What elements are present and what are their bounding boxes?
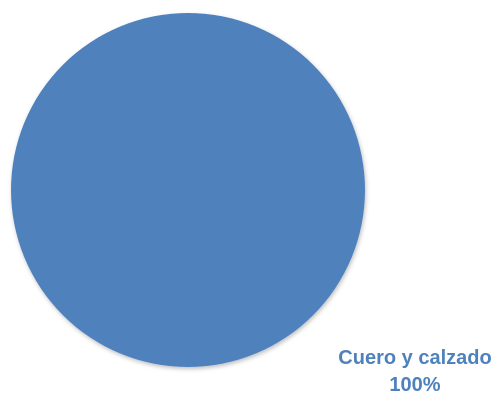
slice-label-category: Cuero y calzado	[338, 347, 491, 369]
pie-slice-cuero-y-calzado	[11, 13, 365, 367]
pie-slices	[11, 13, 365, 367]
slice-label-value: 100%	[389, 374, 440, 396]
